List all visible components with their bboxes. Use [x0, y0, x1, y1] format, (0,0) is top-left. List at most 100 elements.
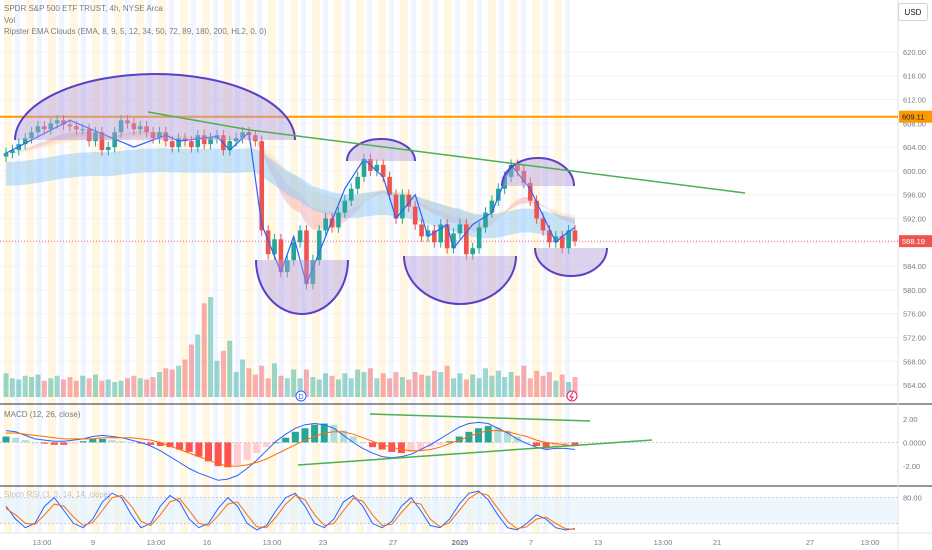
time-tick-label: 27 [806, 538, 814, 547]
macd-histogram-bar [70, 442, 78, 444]
macd-tick-label: 2.00 [903, 415, 918, 424]
candle-body [348, 188, 354, 201]
macd-histogram-bar [282, 437, 290, 443]
volume-bar [412, 372, 418, 397]
candle-body [444, 224, 450, 249]
volume-bar [476, 378, 482, 397]
candle-body [316, 230, 322, 261]
time-tick-label: 13:00 [147, 538, 166, 547]
volume-bar [112, 382, 118, 397]
volume-bar [48, 378, 54, 397]
candle-body [361, 159, 367, 177]
bottom-arc [403, 255, 517, 305]
candle-body [291, 242, 296, 261]
candle-body [86, 129, 92, 142]
volume-bar [393, 372, 399, 397]
candle-body [400, 194, 405, 219]
zigzag-line [5, 119, 576, 286]
price-tick-label: 584.00 [903, 262, 926, 271]
macd-histogram-bar [417, 442, 425, 450]
macd-histogram-bar [494, 427, 502, 443]
candle-body [527, 182, 533, 201]
volume-label[interactable]: Vol [4, 16, 16, 25]
macd-histogram-bar [330, 424, 338, 443]
time-tick-label: 13:00 [33, 538, 52, 547]
candle-body [310, 260, 316, 284]
candle-body [419, 224, 424, 237]
currency-button[interactable]: USD [898, 3, 928, 21]
macd-histogram-bar [436, 442, 444, 445]
candle-body [240, 132, 245, 139]
volume-bar [240, 359, 246, 397]
candle-body [304, 230, 309, 284]
price-tick-label: 616.00 [903, 72, 926, 81]
macd-histogram-bar [50, 442, 58, 445]
macd-histogram-bar [147, 442, 155, 445]
symbol-title[interactable]: SPDR S&P 500 ETF TRUST, 4h, NYSE Arca [4, 4, 163, 13]
volume-bar [335, 379, 341, 397]
macd-histogram-bar [465, 431, 473, 443]
volume-bar [348, 378, 354, 397]
macd-histogram-bar [108, 440, 116, 443]
macd-histogram-bar [272, 442, 280, 444]
candle-body [80, 129, 86, 131]
macd-histogram-bar [291, 431, 299, 443]
candle-body [495, 188, 501, 201]
macd-histogram-bar [571, 442, 579, 446]
price-tick-label: 612.00 [903, 96, 926, 105]
volume-bar [278, 375, 284, 397]
bottom-arc [534, 247, 608, 277]
volume-bar [80, 375, 86, 397]
macd-label[interactable]: MACD (12, 26, close) [4, 410, 81, 419]
candle-body [93, 132, 98, 142]
volume-bar [310, 377, 316, 397]
volume-bar [9, 378, 15, 397]
indicator-label[interactable]: Ripster EMA Clouds (EMA, 8, 9, 5, 12, 34… [4, 27, 267, 36]
macd-histogram-bar [561, 442, 569, 446]
macd-histogram-bar [195, 442, 203, 457]
candle-body [457, 224, 463, 234]
candle-body [169, 141, 175, 148]
candle-body [489, 200, 495, 213]
price-tick-label: 596.00 [903, 191, 926, 200]
volume-bar [297, 378, 303, 397]
macd-histogram-bar [542, 442, 550, 449]
volume-bar [3, 373, 9, 397]
time-tick-label: 13:00 [263, 538, 282, 547]
candle-body [48, 123, 54, 130]
candle-body [233, 138, 239, 142]
volume-bar [265, 378, 271, 397]
candle-body [67, 124, 73, 127]
price-tick-label: 600.00 [903, 167, 926, 176]
macd-trend-line [297, 439, 653, 466]
candle-body [476, 227, 482, 249]
macd-histogram-bar [224, 442, 232, 468]
volume-bar [99, 380, 105, 397]
volume-bar [425, 375, 431, 397]
candle-body [29, 132, 34, 139]
stoch-label[interactable]: Stoch RSI (3, 3, 14, 14, close) [4, 490, 111, 499]
candle-body [572, 230, 578, 242]
candle-body [515, 164, 520, 171]
candle-body [464, 224, 469, 255]
time-tick-label: 21 [713, 538, 721, 547]
time-tick-label: 16 [203, 538, 211, 547]
top-arc-fill [15, 74, 295, 140]
candle-body [118, 120, 124, 133]
candle-body [157, 132, 162, 139]
macd-histogram-bar [243, 442, 251, 461]
volume-bar [566, 382, 572, 397]
candle-body [285, 260, 290, 273]
top-arc [346, 138, 416, 162]
candle-body [42, 126, 47, 130]
candle-body [336, 212, 341, 228]
time-tick-label: 13 [594, 538, 602, 547]
macd-histogram-bar [503, 430, 511, 443]
candle-body [227, 141, 233, 151]
macd-histogram-bar [378, 442, 386, 450]
volume-bar [355, 369, 361, 397]
macd-histogram-bar [118, 441, 126, 443]
price-tick-label: 576.00 [903, 310, 926, 319]
